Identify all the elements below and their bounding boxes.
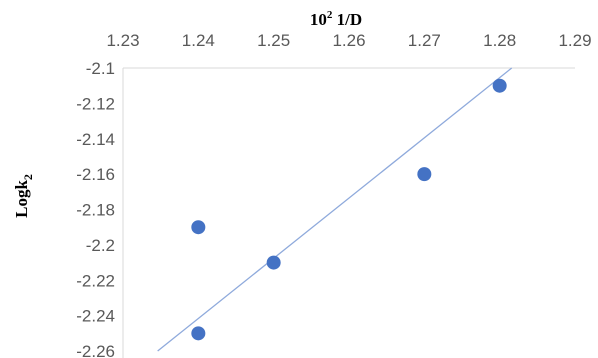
- x-tick-label: 1.28: [483, 31, 516, 50]
- x-axis-title-base: 10: [310, 10, 327, 29]
- x-axis-title-rest: 1/D: [332, 10, 362, 29]
- trendline-layer: [157, 67, 513, 352]
- y-axis-title-subscript: 2: [21, 174, 35, 180]
- y-tick-label: -2.14: [76, 130, 115, 149]
- data-point: [191, 326, 206, 341]
- data-points: [191, 78, 507, 341]
- y-tick-label: -2.16: [76, 165, 115, 184]
- x-tick-label: 1.26: [332, 31, 365, 50]
- y-axis-title-base: Logk: [12, 180, 31, 218]
- y-tick-label: -2.1: [86, 59, 115, 78]
- data-point: [191, 220, 206, 235]
- data-point: [417, 167, 432, 182]
- y-tick-label: -2.2: [86, 236, 115, 255]
- x-tick-label: 1.23: [106, 31, 139, 50]
- axes: [122, 67, 575, 358]
- x-tick-label: 1.24: [182, 31, 215, 50]
- y-axis-title: Logk2: [12, 174, 35, 218]
- x-tick-label: 1.27: [408, 31, 441, 50]
- y-tick-label: -2.24: [76, 307, 115, 326]
- trendline: [157, 67, 513, 352]
- x-axis-title-exponent: 2: [327, 9, 333, 21]
- y-tick-label: -2.22: [76, 271, 115, 290]
- x-axis-title: 102 1/D: [310, 9, 362, 29]
- tick-labels: 1.23 1.24 1.25 1.26 1.27 1.28 1.29 -2.1 -2.12 -2.…: [76, 31, 591, 358]
- y-tick-label: -2.18: [76, 201, 115, 220]
- data-point: [266, 255, 281, 270]
- y-tick-label: -2.12: [76, 94, 115, 113]
- y-tick-label: -2.26: [76, 342, 115, 358]
- data-point: [492, 78, 507, 93]
- x-tick-label: 1.25: [257, 31, 290, 50]
- x-tick-label: 1.29: [558, 31, 591, 50]
